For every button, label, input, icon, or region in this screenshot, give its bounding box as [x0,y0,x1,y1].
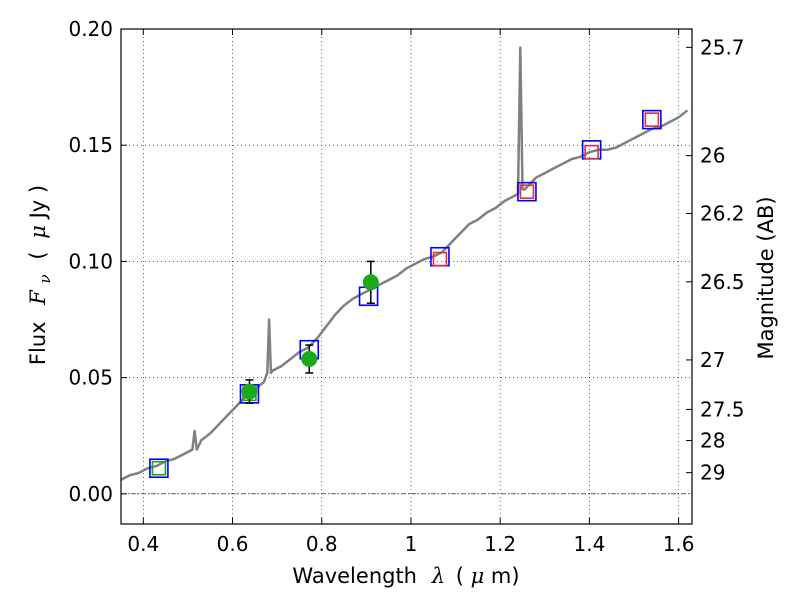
y-tick-label: 0.05 [68,366,113,390]
plot-data [121,46,689,481]
measurement-point [362,274,379,291]
y2-tick-label: 29 [700,461,725,485]
x-tick-label: 1.2 [484,532,516,556]
x-axis-unit-rest: m) [491,564,520,588]
x-tick-label: 1 [405,532,418,556]
y-axis-unit-open: ( [26,251,50,259]
y-axis-unit-mu: μ [26,225,50,239]
y2-tick-label: 25.7 [700,35,745,59]
y-tick-label: 0.20 [68,17,113,41]
x-tick-label: 0.6 [217,532,249,556]
spectrum-line [121,46,689,481]
x-tick-label: 1.4 [573,532,605,556]
photometry-square-1 [517,181,537,202]
photometry-square-2 [584,144,599,160]
y-axis-unit-rest: Jy ) [26,185,50,221]
y-axis-symbol: F [26,289,50,306]
y-axis-title-text: Flux [26,321,50,365]
photometry-square-1 [149,458,169,479]
y-axis-subscript: ν [36,274,54,283]
y-tick-label: 0.10 [68,249,113,273]
photometry-square-2 [644,112,660,127]
y2-axis-title: Magnitude (AB) [754,196,778,359]
y2-tick-label: 27 [700,348,725,372]
y2-tick-label: 28 [700,429,725,453]
y2-tick-label: 27.5 [700,397,745,421]
axis-ticks: 0.4 0.6 0.8 1 1.2 1.4 1.6 0.00 0.05 0.10 0.15 0.20 2… [68,17,744,556]
photometry-square-1 [642,109,662,130]
x-axis-title-text: Wavelength [292,564,417,588]
y-axis-title: Flux F ν ( μ Jy ) [26,185,55,365]
y2-tick-label: 26.2 [700,202,745,226]
photometry-square-2 [432,251,448,267]
x-axis-symbol: λ [431,564,445,588]
photometry-square-3 [151,460,167,476]
y2-tick-label: 26 [700,144,725,168]
x-axis-unit-open: ( [456,564,464,588]
y-tick-label: 0.00 [68,482,113,506]
x-tick-label: 0.4 [127,532,159,556]
y2-tick-label: 26.5 [700,270,745,294]
grid-lines [121,28,692,524]
x-tick-label: 0.8 [306,532,338,556]
photometry-square-2 [519,184,535,199]
measurement-point [301,351,318,367]
x-tick-label: 1.6 [663,532,695,556]
y-tick-label: 0.15 [68,133,113,157]
x-axis-title: Wavelength λ ( μ m) [292,564,519,588]
plot-frame [120,28,693,525]
x-axis-unit-mu: μ [471,564,485,588]
measurement-point [241,383,258,400]
